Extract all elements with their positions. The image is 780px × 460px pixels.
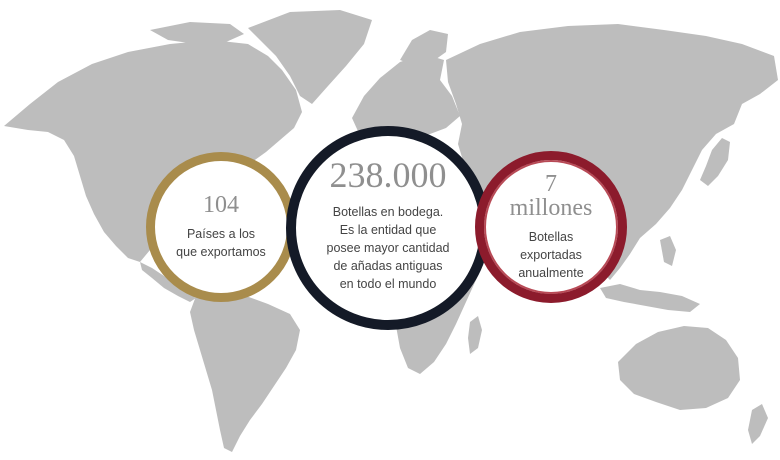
scandinavia-shape — [400, 30, 448, 66]
stat-bottles-desc-line5: en todo el mundo — [339, 277, 437, 291]
stat-bottles-desc-line4: de añadas antiguas — [333, 259, 443, 273]
indonesia-shape — [600, 284, 700, 312]
north-america-shape — [4, 40, 302, 262]
stat-exported-desc-line1: Botellas — [528, 230, 574, 244]
stat-exported-number: 7 — [545, 171, 557, 197]
stat-bottles-desc-line2: Es la entidad que — [339, 223, 437, 237]
stat-exported-desc-line2: exportadas — [520, 248, 582, 262]
arctic-islands-shape — [150, 22, 244, 44]
stat-countries-desc-line2: que exportamos — [176, 245, 266, 259]
europe-shape — [352, 54, 460, 146]
greenland-shape — [248, 10, 372, 104]
stat-bottles-desc-line1: Botellas en bodega. — [332, 205, 444, 219]
stat-bottles-desc-line3: posee mayor cantidad — [326, 241, 450, 255]
stat-exported-unit: millones — [509, 195, 593, 221]
stat-countries-circle: 104 Países a los que exportamos — [146, 152, 296, 302]
madagascar-shape — [468, 316, 482, 354]
central-america-shape — [140, 262, 196, 302]
new-zealand-shape — [748, 404, 768, 444]
south-america-shape — [190, 292, 300, 452]
stat-bottles-circle: 238.000 Botellas en bodega. Es la entida… — [286, 126, 490, 330]
stat-exported-desc-line3: anualmente — [518, 266, 584, 280]
philippines-shape — [660, 236, 676, 266]
japan-shape — [700, 138, 730, 186]
stat-bottles-number: 238.000 — [329, 155, 447, 195]
australia-shape — [618, 326, 740, 410]
stat-countries-desc-line1: Países a los — [186, 227, 256, 241]
stat-countries-number: 104 — [203, 192, 239, 218]
stat-exported-circle: 7 millones Botellas exportadas anualment… — [475, 151, 627, 303]
